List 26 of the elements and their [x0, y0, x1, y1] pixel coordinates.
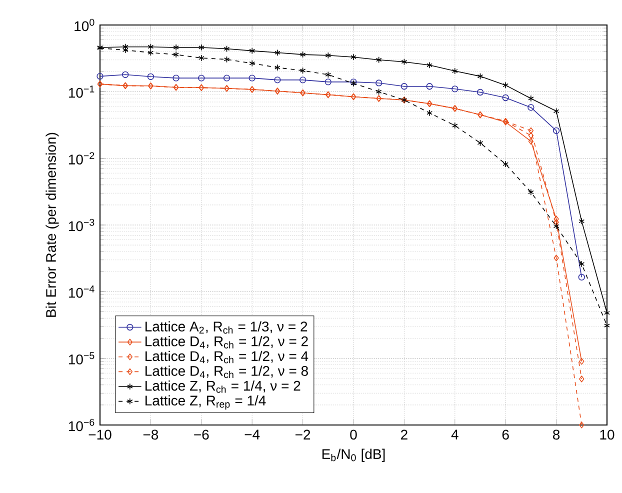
legend-label: Lattice Z, R$_{ch}$ = 1/4, ν = 2	[146, 380, 300, 393]
legend-label: Lattice D$_{4}$, R$_{ch}$ = 1/2, ν = 4	[146, 350, 308, 364]
x-tick-label: −2	[296, 430, 310, 440]
y-tick-label: 10$^{−2}$	[68, 152, 94, 164]
legend-label: Lattice Z, R$_{rep}$ = 1/4	[146, 395, 266, 410]
x-tick-label: −8	[143, 430, 158, 440]
x-tick-label: −4	[244, 430, 260, 440]
y-tick-label: 10$^{−5}$	[68, 352, 94, 364]
y-axis-title: Bit Error Rate (per dimension)	[46, 132, 59, 317]
x-tick-label: 4	[451, 430, 458, 440]
x-tick-label: 10	[600, 430, 614, 440]
y-tick-label: 10$^{−6}$	[68, 418, 94, 432]
x-tick-label: 8	[553, 430, 560, 440]
x-tick-label: −10	[88, 430, 112, 440]
y-tick-label: 10$^{−4}$	[68, 286, 94, 298]
x-tick-label: 2	[401, 430, 408, 440]
legend-label: Lattice D$_{4}$, R$_{ch}$ = 1/2, ν = 2	[146, 336, 308, 348]
legend-label: Lattice A$_{2}$, R$_{ch}$ = 1/3, ν = 2	[146, 321, 308, 334]
y-tick-label: 10$^{−3}$	[68, 218, 94, 232]
x-axis-title: E$_{b}$/N$_{0}$ [dB]	[322, 448, 385, 462]
x-tick-label: 0	[350, 430, 357, 440]
y-tick-label: 10$^{−1}$	[68, 86, 94, 98]
x-tick-label: −6	[194, 430, 209, 440]
legend-label: Lattice D$_{4}$, R$_{ch}$ = 1/2, ν = 8	[146, 366, 308, 378]
x-tick-label: 6	[502, 430, 509, 440]
y-tick-label: 10$^{0}$	[74, 18, 94, 32]
